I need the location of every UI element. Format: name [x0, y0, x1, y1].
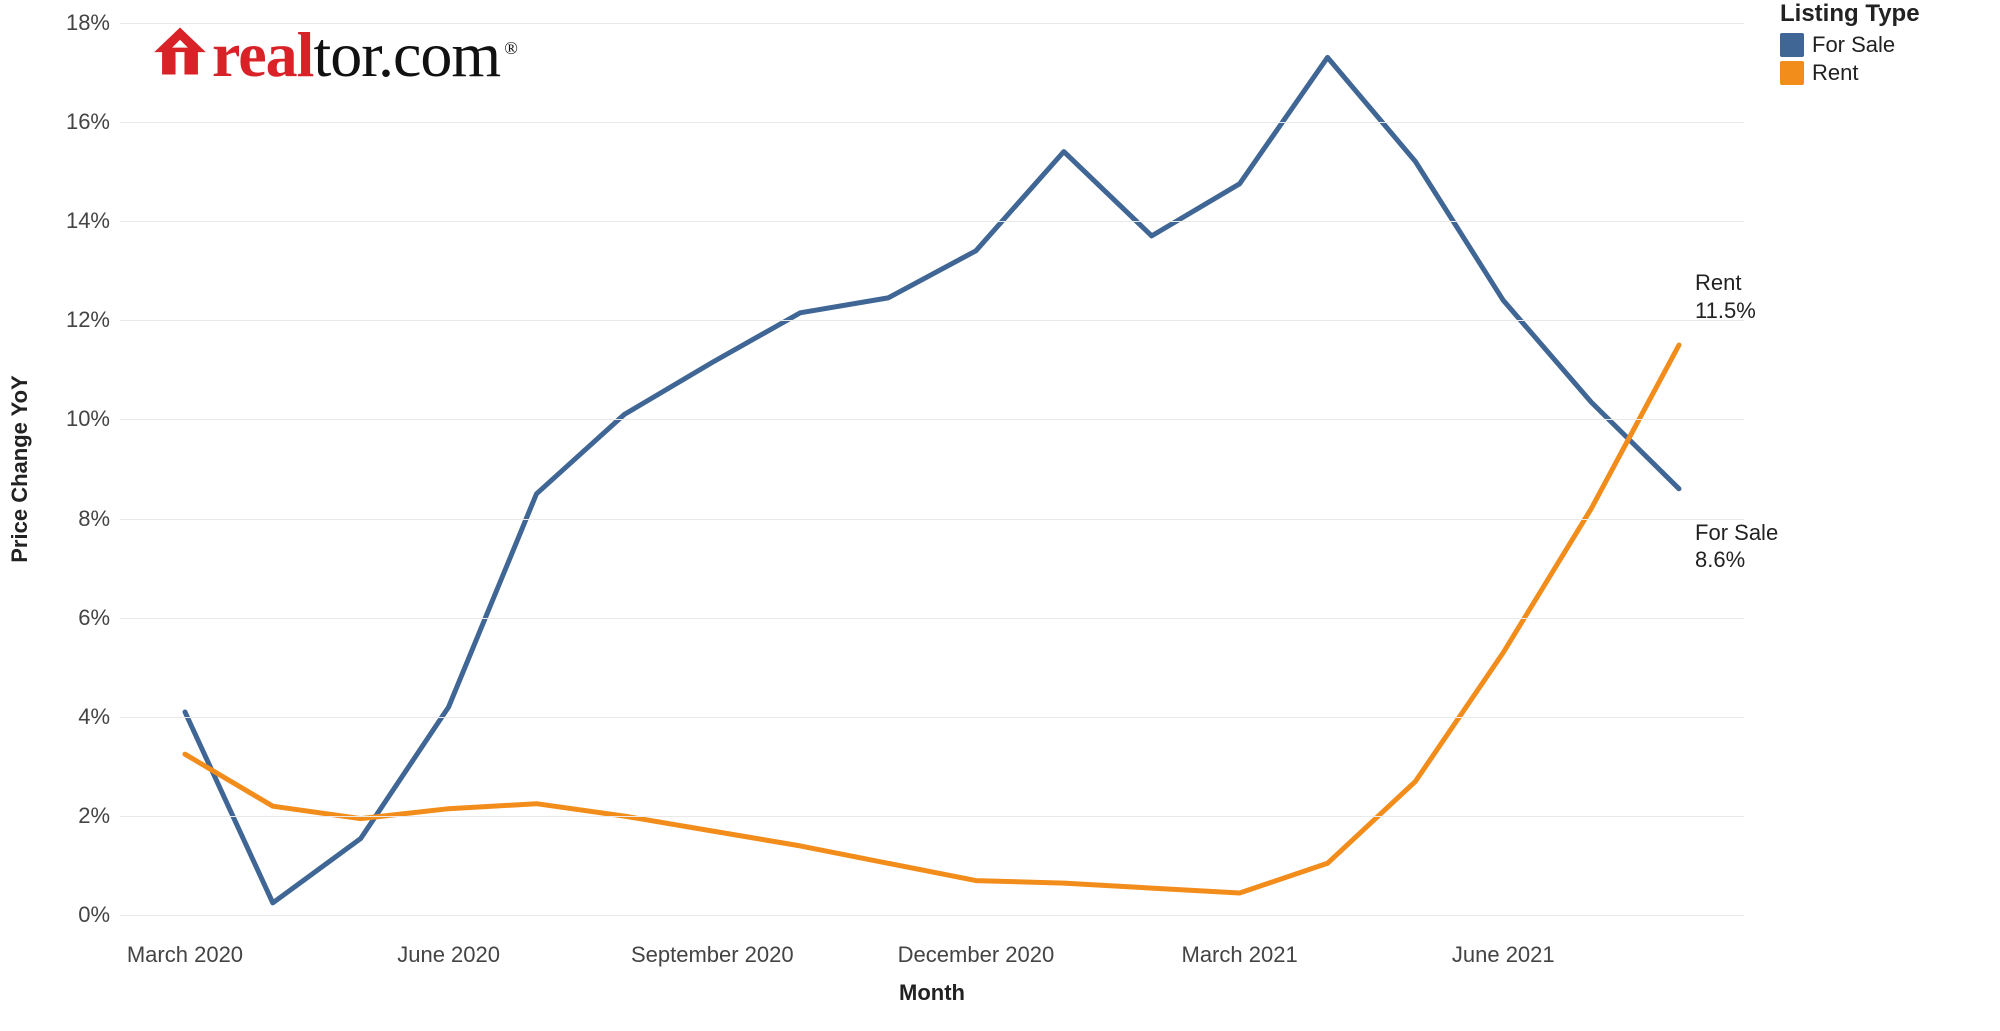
y-tick-label: 8% [78, 506, 120, 532]
x-tick-label: June 2021 [1452, 932, 1555, 968]
series-rent [185, 345, 1679, 893]
gridline [120, 519, 1744, 520]
y-tick-label: 12% [66, 307, 120, 333]
y-tick-label: 10% [66, 406, 120, 432]
gridline [120, 320, 1744, 321]
series-end-label-rent: Rent11.5% [1695, 269, 1756, 324]
x-tick-label: June 2020 [397, 932, 500, 968]
x-tick-label: March 2020 [127, 932, 243, 968]
gridline [120, 816, 1744, 817]
x-axis-title: Month [899, 980, 965, 1006]
gridline [120, 717, 1744, 718]
legend-label: Rent [1812, 60, 1858, 86]
chart-container: realtor.com® Listing Type For SaleRent 0… [0, 0, 2000, 1031]
legend-label: For Sale [1812, 32, 1895, 58]
x-tick-label: December 2020 [898, 932, 1055, 968]
legend-item-rent: Rent [1780, 60, 1960, 86]
y-tick-label: 4% [78, 704, 120, 730]
chart-lines [120, 6, 1744, 932]
y-tick-label: 18% [66, 10, 120, 36]
legend: Listing Type For SaleRent [1780, 0, 1960, 86]
y-tick-label: 2% [78, 803, 120, 829]
gridline [120, 915, 1744, 916]
gridline [120, 23, 1744, 24]
y-tick-label: 6% [78, 605, 120, 631]
legend-swatch [1780, 33, 1804, 57]
gridline [120, 221, 1744, 222]
legend-swatch [1780, 61, 1804, 85]
legend-title: Listing Type [1780, 0, 1960, 28]
gridline [120, 122, 1744, 123]
y-tick-label: 14% [66, 208, 120, 234]
y-axis-title: Price Change YoY [7, 375, 33, 562]
y-tick-label: 16% [66, 109, 120, 135]
x-tick-label: September 2020 [631, 932, 794, 968]
y-tick-label: 0% [78, 902, 120, 928]
plot-area: 0%2%4%6%8%10%12%14%16%18%March 2020June … [120, 6, 1744, 932]
series-for-sale [185, 57, 1679, 903]
x-tick-label: March 2021 [1182, 932, 1298, 968]
series-end-label-for-sale: For Sale8.6% [1695, 519, 1778, 574]
legend-item-for-sale: For Sale [1780, 32, 1960, 58]
gridline [120, 419, 1744, 420]
gridline [120, 618, 1744, 619]
